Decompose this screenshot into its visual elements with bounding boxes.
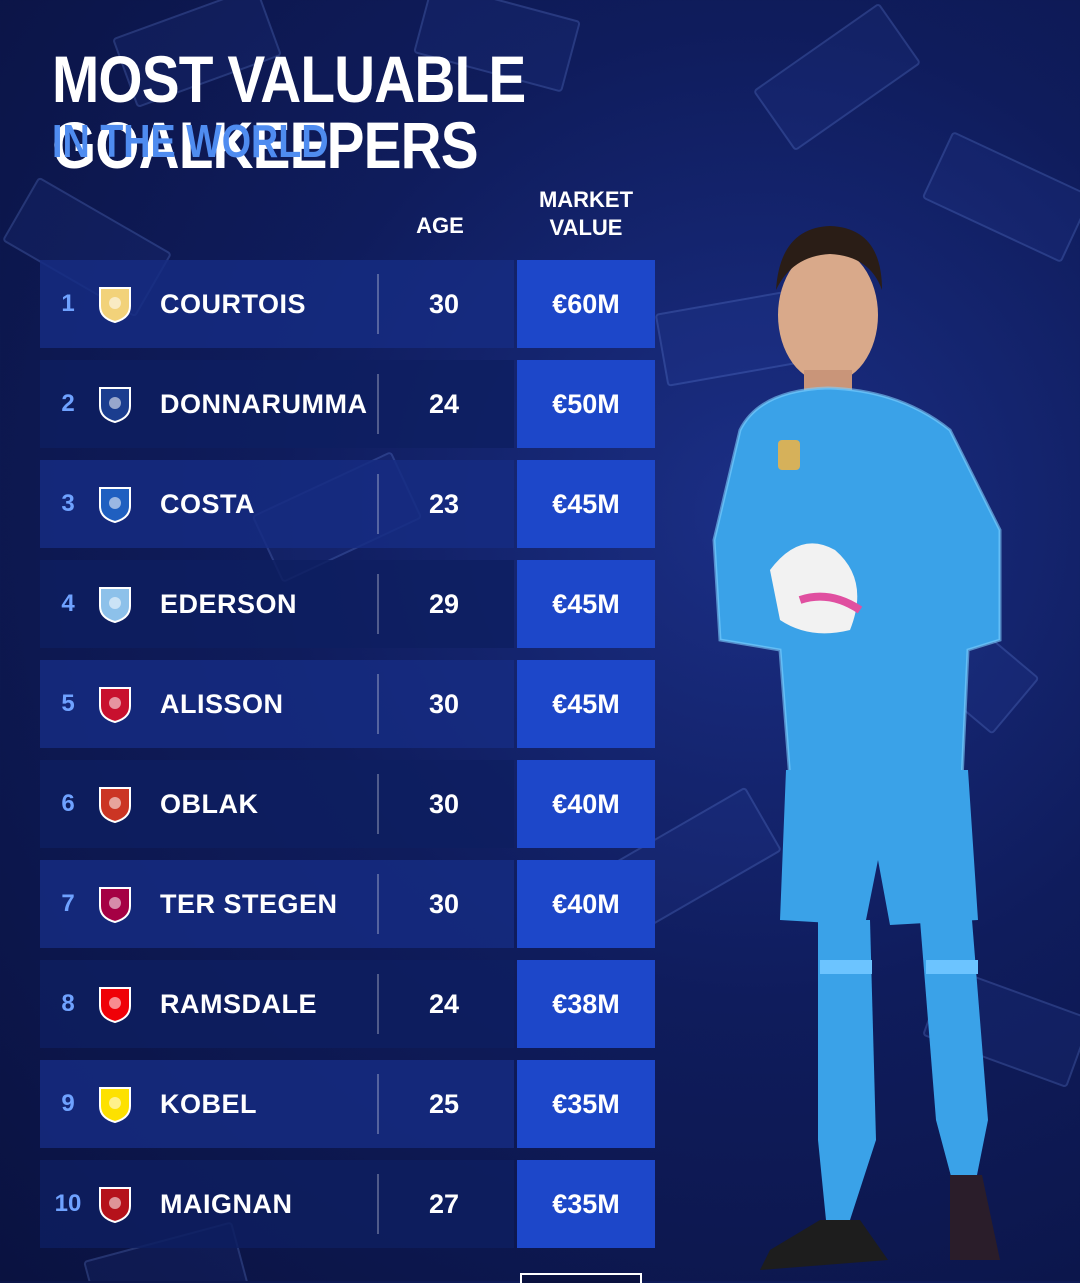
rank-number: 4 [61, 590, 75, 617]
market-value-header-line1: MARKET [538, 187, 634, 212]
player-name: ALISSON [160, 689, 284, 719]
market-value: €35M [517, 1160, 655, 1248]
row-divider [377, 474, 379, 534]
barcelona-crest-icon [99, 887, 131, 924]
real-madrid-crest-icon [99, 287, 131, 324]
player-age: 24 [428, 389, 460, 419]
player-age: 30 [428, 889, 460, 919]
table-row: 5 ALISSON 30 €45M [40, 660, 656, 748]
row-divider [377, 274, 379, 334]
player-age: 30 [428, 689, 460, 719]
age-header: AGE [416, 213, 464, 238]
player-age: 23 [428, 489, 460, 519]
rank-number: 9 [61, 1090, 75, 1117]
row-divider [377, 1174, 379, 1234]
rank-number: 10 [54, 1190, 82, 1217]
table-row: 10 MAIGNAN 27 €35M [40, 1160, 656, 1248]
dortmund-crest-icon [99, 1087, 131, 1124]
market-value: €45M [517, 460, 655, 548]
player-name: DONNARUMMA [160, 389, 368, 419]
market-value-header-line2: VALUE [549, 215, 623, 240]
arsenal-crest-icon [99, 987, 131, 1024]
player-name: RAMSDALE [160, 989, 317, 1019]
market-value: €40M [517, 760, 655, 848]
rank-number: 2 [61, 390, 75, 417]
atletico-crest-icon [99, 787, 131, 824]
market-value-header: MARKET VALUE [517, 186, 655, 242]
ac-milan-crest-icon [99, 1187, 131, 1224]
player-name: COURTOIS [160, 289, 307, 319]
market-value: €50M [517, 360, 655, 448]
row-divider [377, 874, 379, 934]
liverpool-crest-icon [99, 687, 131, 724]
goalkeeper-photo [712, 226, 1002, 1270]
rank-number: 7 [61, 890, 75, 917]
player-name: OBLAK [160, 789, 259, 819]
rank-number: 1 [61, 290, 75, 317]
table-row: 1 COURTOIS 30 €60M [40, 260, 656, 348]
rank-number: 8 [61, 990, 75, 1017]
player-age: 27 [428, 1189, 460, 1219]
page-title: MOST VALUABLE GOALKEEPERS [52, 42, 526, 182]
psg-crest-icon [99, 387, 131, 424]
row-divider [377, 374, 379, 434]
player-age: 25 [428, 1089, 460, 1119]
row-divider [377, 1074, 379, 1134]
man-city-crest-icon [99, 587, 131, 624]
player-age: 30 [428, 289, 460, 319]
table-row: 2 DONNARUMMA 24 €50M [40, 360, 656, 448]
row-divider [377, 674, 379, 734]
player-name: MAIGNAN [160, 1189, 293, 1219]
porto-crest-icon [99, 487, 131, 524]
player-age: 29 [428, 589, 460, 619]
rank-number: 3 [61, 490, 75, 517]
player-name: KOBEL [160, 1089, 257, 1119]
market-value: €40M [517, 860, 655, 948]
table-row: 6 OBLAK 30 €40M [40, 760, 656, 848]
page-subtitle: IN THE WORLD [52, 115, 329, 167]
row-divider [377, 774, 379, 834]
player-age: 30 [428, 789, 460, 819]
table-row: 3 COSTA 23 €45M [40, 460, 656, 548]
player-name: TER STEGEN [160, 889, 338, 919]
player-name: COSTA [160, 489, 255, 519]
player-age: 24 [428, 989, 460, 1019]
rank-number: 5 [61, 690, 75, 717]
row-divider [377, 974, 379, 1034]
rank-number: 6 [61, 790, 75, 817]
source-logo [520, 1273, 642, 1283]
row-divider [377, 574, 379, 634]
player-name: EDERSON [160, 589, 298, 619]
table-row: 4 EDERSON 29 €45M [40, 560, 656, 648]
table-row: 9 KOBEL 25 €35M [40, 1060, 656, 1148]
market-value: €45M [517, 560, 655, 648]
market-value: €45M [517, 660, 655, 748]
table-row: 7 TER STEGEN 30 €40M [40, 860, 656, 948]
market-value: €35M [517, 1060, 655, 1148]
market-value: €38M [517, 960, 655, 1048]
market-value: €60M [517, 260, 655, 348]
table-row: 8 RAMSDALE 24 €38M [40, 960, 656, 1048]
